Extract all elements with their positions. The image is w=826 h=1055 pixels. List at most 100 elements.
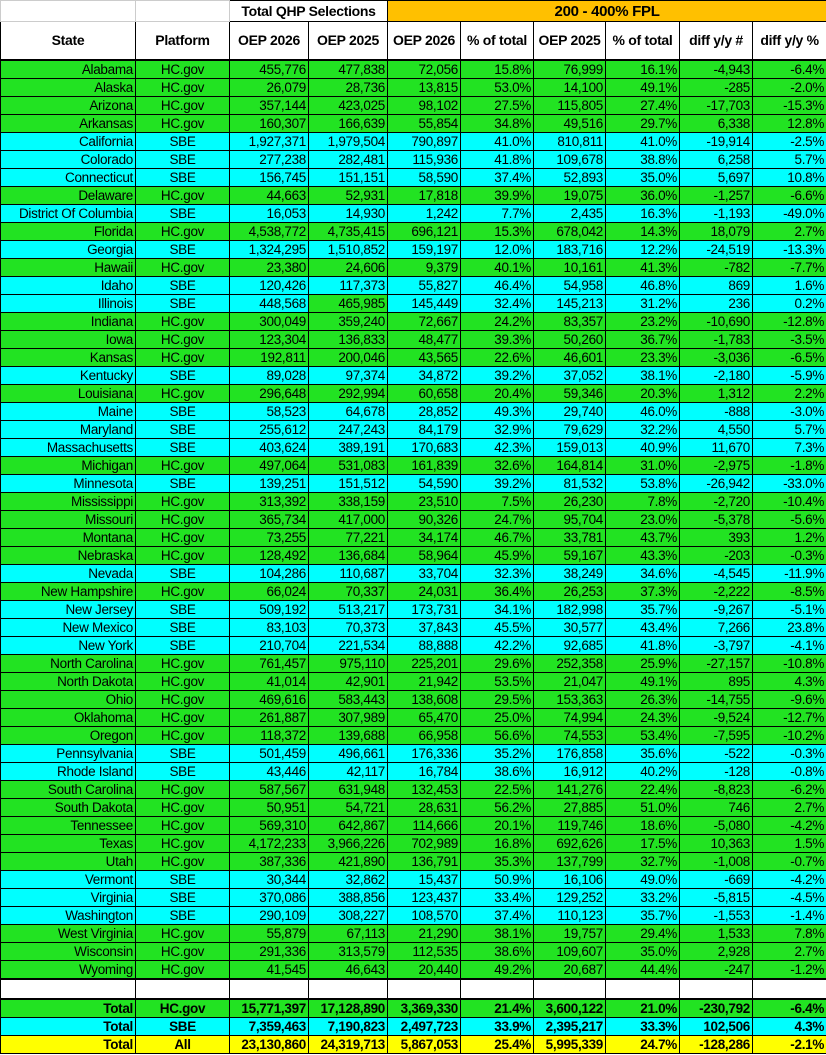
fpl-pct-2026-cell: 24.7%: [460, 510, 535, 529]
fpl-oep-2026-cell: 3,369,330: [387, 998, 462, 1018]
total-oep-2026-cell: 120,426: [229, 276, 309, 295]
fpl-oep-2025-cell: 37,052: [533, 366, 607, 385]
fpl-pct-2025-cell: 18.6%: [605, 816, 681, 835]
fpl-oep-2025-cell: 5,995,339: [533, 1035, 607, 1054]
total-oep-2025-cell: 28,736: [307, 78, 389, 97]
fpl-oep-2026-cell: 88,888: [387, 636, 462, 655]
fpl-pct-2026-cell: 32.4%: [460, 294, 535, 313]
state-cell: Texas: [0, 834, 136, 853]
diff-percent-cell: -15.3%: [752, 96, 826, 115]
table-row: Kansas HC.gov 192,811 200,046 43,565 22.6% 46,…: [0, 348, 826, 367]
fpl-oep-2025-cell: 19,075: [533, 186, 607, 205]
fpl-pct-2025-cell: 31.2%: [605, 294, 681, 313]
fpl-pct-2026-cell: 32.6%: [460, 456, 535, 475]
table-row: Massachusetts SBE 403,624 389,191 170,683 42.…: [0, 438, 826, 457]
fpl-pct-2026-cell: 34.8%: [460, 114, 535, 133]
platform-cell: HC.gov: [135, 924, 230, 943]
fpl-pct-2025-cell: 14.3%: [605, 222, 681, 241]
platform-cell: SBE: [135, 168, 230, 187]
table-row: Wisconsin HC.gov 291,336 313,579 112,535 38.6…: [0, 942, 826, 961]
fpl-oep-2025-cell: 81,532: [533, 474, 607, 493]
state-cell: Delaware: [0, 186, 136, 205]
total-oep-2025-cell: 136,833: [307, 330, 389, 349]
total-oep-2026-cell: 156,745: [229, 168, 309, 187]
fpl-oep-2025-cell: 59,167: [533, 546, 607, 565]
platform-cell: HC.gov: [135, 690, 230, 709]
state-cell: Oregon: [0, 726, 136, 745]
fpl-oep-2026-cell: 173,731: [387, 600, 462, 619]
fpl-oep-2026-cell: 15,437: [387, 870, 462, 889]
fpl-pct-2026-cell: 49.2%: [460, 960, 535, 980]
empty-cell: [135, 978, 230, 1000]
fpl-oep-2025-cell: 159,013: [533, 438, 607, 457]
state-cell: Nebraska: [0, 546, 136, 565]
diff-number-cell: 236: [679, 294, 754, 313]
diff-percent-cell: 1.5%: [752, 834, 826, 853]
total-oep-2026-cell: 4,172,233: [229, 834, 309, 853]
fpl-pct-2025-cell: 23.3%: [605, 348, 681, 367]
total-oep-2026-cell: 1,927,371: [229, 132, 309, 151]
state-cell: New Hampshire: [0, 582, 136, 601]
total-oep-2025-cell: 54,721: [307, 798, 389, 817]
total-oep-2026-cell: 509,192: [229, 600, 309, 619]
total-oep-2026-cell: 587,567: [229, 780, 309, 799]
fpl-pct-2026-cell: 38.1%: [460, 924, 535, 943]
diff-percent-cell: -1.8%: [752, 456, 826, 475]
state-cell: Massachusetts: [0, 438, 136, 457]
fpl-oep-2025-cell: 76,999: [533, 59, 607, 79]
fpl-oep-2026-cell: 114,666: [387, 816, 462, 835]
fpl-oep-2025-cell: 16,912: [533, 762, 607, 781]
total-oep-2025-cell: 465,985: [307, 294, 389, 313]
table-row: Ohio HC.gov 469,616 583,443 138,608 29.5% 153,…: [0, 690, 826, 709]
fpl-oep-2026-cell: 9,379: [387, 258, 462, 277]
fpl-oep-2025-cell: 26,253: [533, 582, 607, 601]
table-row: Washington SBE 290,109 308,227 108,570 37.4% 1…: [0, 906, 826, 925]
table-row: Virginia SBE 370,086 388,856 123,437 33.4% 129…: [0, 888, 826, 907]
fpl-oep-2025-cell: 52,893: [533, 168, 607, 187]
platform-cell: SBE: [135, 870, 230, 889]
total-oep-2026-cell: 296,648: [229, 384, 309, 403]
diff-number-cell: -2,180: [679, 366, 754, 385]
table-row: Texas HC.gov 4,172,233 3,966,226 702,989 16.8…: [0, 834, 826, 853]
fpl-pct-2026-cell: 33.9%: [460, 1017, 535, 1036]
fpl-pct-2026-cell: 39.3%: [460, 330, 535, 349]
fpl-pct-2026-cell: 22.6%: [460, 348, 535, 367]
diff-percent-cell: 23.8%: [752, 618, 826, 637]
diff-percent-cell: -2.5%: [752, 132, 826, 151]
fpl-pct-2025-cell: 49.1%: [605, 78, 681, 97]
total-oep-2026-cell: 497,064: [229, 456, 309, 475]
column-header-row: State Platform OEP 2026 OEP 2025 OEP 2026% o…: [0, 21, 826, 61]
total-oep-2026-cell: 7,359,463: [229, 1017, 309, 1036]
fpl-oep-2025-cell: 252,358: [533, 654, 607, 673]
table-row: Utah HC.gov 387,336 421,890 136,791 35.3% 137,…: [0, 852, 826, 871]
fpl-oep-2025-cell: 79,629: [533, 420, 607, 439]
total-oep-2026-cell: 255,612: [229, 420, 309, 439]
total-oep-2025-cell: 136,684: [307, 546, 389, 565]
fpl-pct-2025-cell: 29.7%: [605, 114, 681, 133]
table-row: Alaska HC.gov 26,079 28,736 13,815 53.0% 14,10…: [0, 78, 826, 97]
state-cell: Idaho: [0, 276, 136, 295]
state-cell: Oklahoma: [0, 708, 136, 727]
total-oep-2025-cell: 110,687: [307, 564, 389, 583]
fpl-pct-2026-cell: 7.5%: [460, 492, 535, 511]
fpl-oep-2025-cell: 183,716: [533, 240, 607, 259]
state-cell: Missouri: [0, 510, 136, 529]
total-oep-2026-cell: 41,014: [229, 672, 309, 691]
diff-percent-cell: 5.7%: [752, 420, 826, 439]
total-oep-2025-cell: 17,128,890: [307, 998, 389, 1018]
fpl-oep-2026-cell: 65,470: [387, 708, 462, 727]
fpl-pct-2025-cell: 29.4%: [605, 924, 681, 943]
fpl-oep-2025-cell: 109,678: [533, 150, 607, 169]
diff-percent-cell: -33.0%: [752, 474, 826, 493]
total-oep-2025-cell: 631,948: [307, 780, 389, 799]
fpl-pct-2025-cell: 38.8%: [605, 150, 681, 169]
fpl-pct-2026-cell: 32.9%: [460, 420, 535, 439]
diff-number-cell: 18,079: [679, 222, 754, 241]
total-oep-2026-cell: 58,523: [229, 402, 309, 421]
fpl-pct-2026-cell: 21.4%: [460, 998, 535, 1018]
column-header-total-oep-2026: OEP 2026: [229, 21, 309, 61]
total-oep-2025-cell: 64,678: [307, 402, 389, 421]
platform-cell: HC.gov: [135, 114, 230, 133]
total-oep-2025-cell: 52,931: [307, 186, 389, 205]
state-cell: Alabama: [0, 59, 136, 79]
